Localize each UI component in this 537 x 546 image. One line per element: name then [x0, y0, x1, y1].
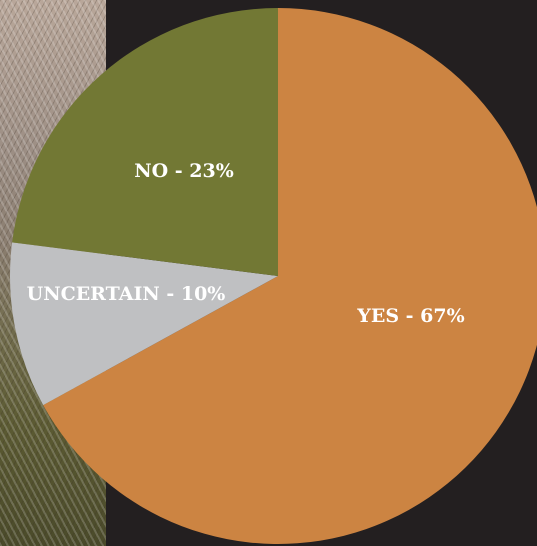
pie-label-no: NO - 23% [134, 160, 234, 182]
pie-label-yes: YES - 67% [356, 305, 464, 327]
pie-label-uncertain: UNCERTAIN - 10% [27, 283, 226, 305]
pie-labels: YES - 67% UNCERTAIN - 10% NO - 23% [27, 160, 465, 327]
pie-slices [9, 8, 537, 544]
pie-slice-yes [43, 8, 537, 544]
pie-slice-uncertain [9, 242, 278, 406]
pie-slice-no [12, 8, 279, 276]
